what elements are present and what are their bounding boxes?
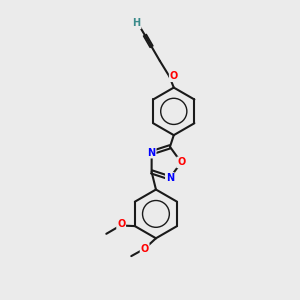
Text: O: O bbox=[140, 244, 149, 254]
Text: N: N bbox=[166, 173, 174, 183]
Text: O: O bbox=[177, 158, 185, 167]
Text: O: O bbox=[117, 219, 125, 229]
Text: H: H bbox=[133, 18, 141, 28]
Text: O: O bbox=[170, 71, 178, 81]
Text: N: N bbox=[148, 148, 156, 158]
